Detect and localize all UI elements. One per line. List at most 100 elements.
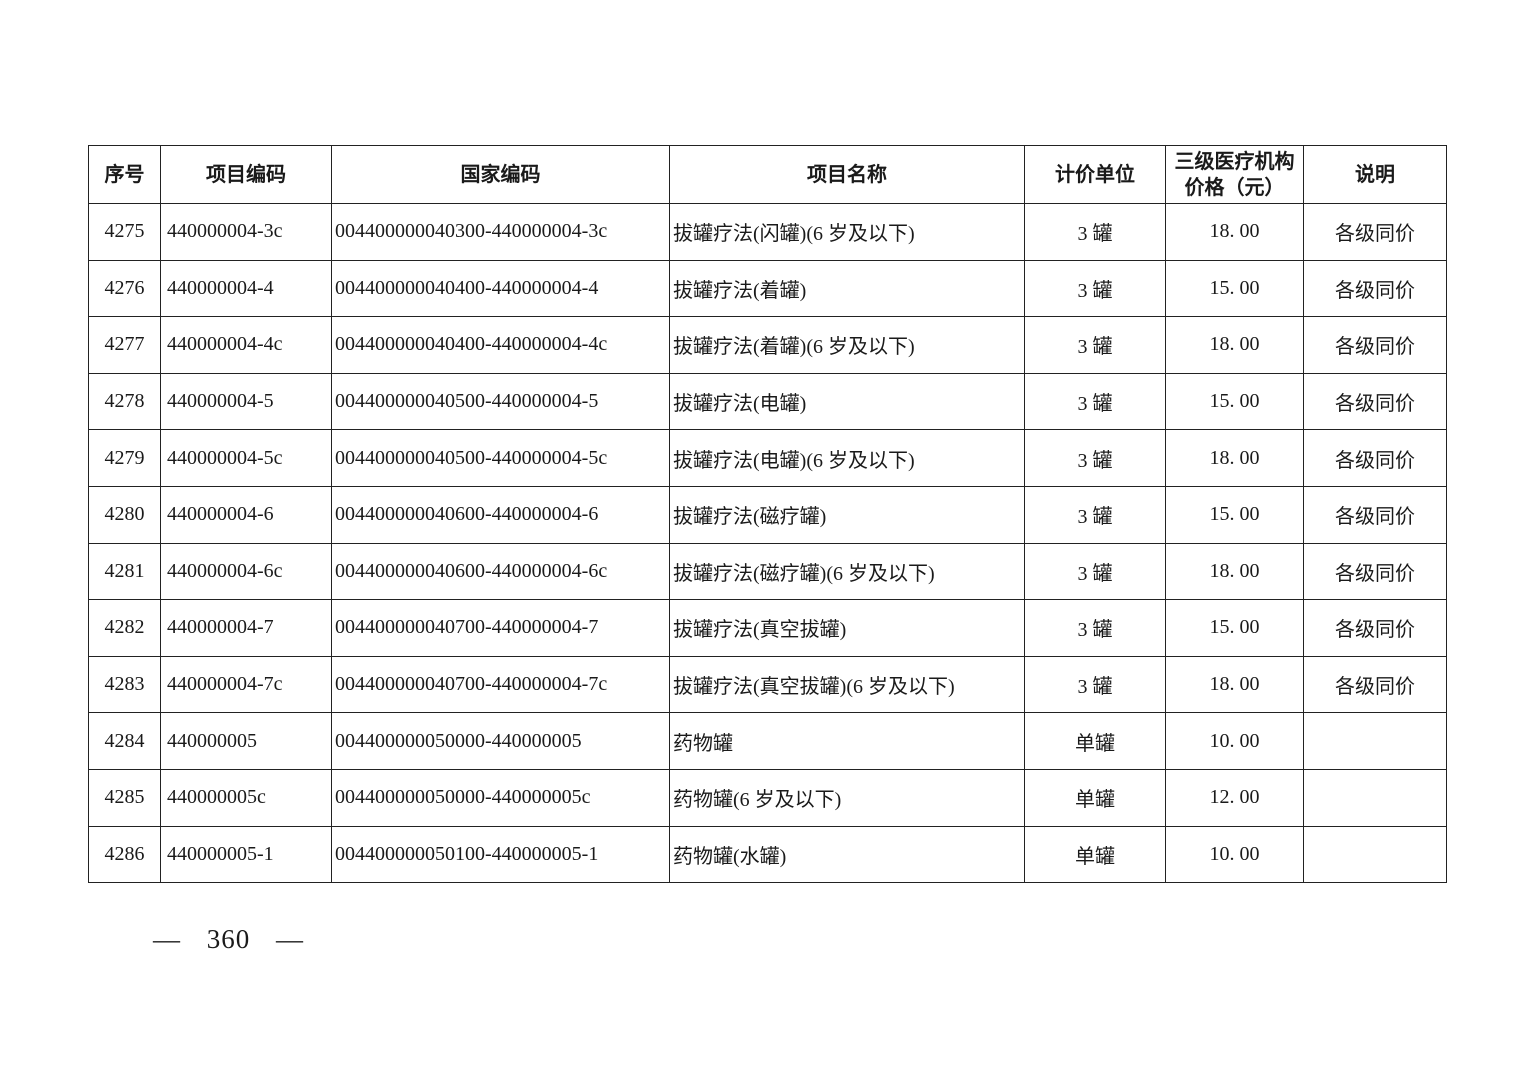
table-row: 4277 440000004-4c 004400000040400-44000000… <box>88 316 1447 374</box>
cell-note: 各级同价 <box>1303 372 1447 431</box>
cell-seq: 4281 <box>88 542 161 601</box>
cell-item-code: 440000005-1 <box>160 825 332 884</box>
cell-price: 18. 00 <box>1165 655 1304 714</box>
cell-seq: 4279 <box>88 429 161 487</box>
cell-national-code: 004400000040600-440000004-6 <box>331 485 670 544</box>
cell-name: 拔罐疗法(磁疗罐)(6 岁及以下) <box>669 542 1025 601</box>
cell-price: 10. 00 <box>1165 825 1304 884</box>
cell-unit: 3 罐 <box>1024 599 1166 657</box>
col-header-unit: 计价单位 <box>1024 145 1166 204</box>
table-row: 4285 440000005c 004400000050000-440000005c… <box>88 768 1447 827</box>
cell-seq: 4285 <box>88 768 161 827</box>
cell-unit: 3 罐 <box>1024 655 1166 714</box>
cell-note: 各级同价 <box>1303 203 1447 261</box>
cell-note: 各级同价 <box>1303 429 1447 487</box>
cell-national-code: 004400000040500-440000004-5c <box>331 429 670 487</box>
cell-seq: 4283 <box>88 655 161 714</box>
cell-note <box>1303 768 1447 827</box>
cell-national-code: 004400000040700-440000004-7 <box>331 599 670 657</box>
cell-price: 15. 00 <box>1165 259 1304 318</box>
cell-item-code: 440000004-3c <box>160 203 332 261</box>
cell-item-code: 440000004-5c <box>160 429 332 487</box>
cell-national-code: 004400000040600-440000004-6c <box>331 542 670 601</box>
cell-name: 药物罐(6 岁及以下) <box>669 768 1025 827</box>
price-list-table: 序号 项目编码 国家编码 项目名称 计价单位 三级医疗机构 价格（元） 说明 4… <box>88 145 1447 884</box>
table-row: 4284 440000005 004400000050000-440000005 药物… <box>88 712 1447 770</box>
table-header-row: 序号 项目编码 国家编码 项目名称 计价单位 三级医疗机构 价格（元） 说明 <box>88 145 1447 204</box>
cell-national-code: 004400000040400-440000004-4c <box>331 316 670 374</box>
cell-price: 18. 00 <box>1165 203 1304 261</box>
cell-note: 各级同价 <box>1303 316 1447 374</box>
cell-unit: 3 罐 <box>1024 259 1166 318</box>
cell-item-code: 440000004-6c <box>160 542 332 601</box>
cell-unit: 单罐 <box>1024 825 1166 884</box>
cell-seq: 4284 <box>88 712 161 770</box>
cell-seq: 4275 <box>88 203 161 261</box>
cell-seq: 4280 <box>88 485 161 544</box>
col-header-note: 说明 <box>1303 145 1447 204</box>
cell-name: 拔罐疗法(磁疗罐) <box>669 485 1025 544</box>
cell-unit: 3 罐 <box>1024 372 1166 431</box>
cell-item-code: 440000005 <box>160 712 332 770</box>
table-row: 4282 440000004-7 004400000040700-440000004… <box>88 599 1447 657</box>
cell-unit: 3 罐 <box>1024 203 1166 261</box>
cell-unit: 3 罐 <box>1024 316 1166 374</box>
cell-seq: 4276 <box>88 259 161 318</box>
cell-national-code: 004400000040300-440000004-3c <box>331 203 670 261</box>
table-row: 4286 440000005-1 004400000050100-440000005… <box>88 825 1447 884</box>
cell-item-code: 440000005c <box>160 768 332 827</box>
table-row: 4275 440000004-3c 004400000040300-44000000… <box>88 203 1447 261</box>
cell-note: 各级同价 <box>1303 655 1447 714</box>
cell-price: 18. 00 <box>1165 316 1304 374</box>
col-header-name: 项目名称 <box>669 145 1025 204</box>
table-row: 4283 440000004-7c 004400000040700-44000000… <box>88 655 1447 714</box>
cell-note: 各级同价 <box>1303 599 1447 657</box>
cell-seq: 4282 <box>88 599 161 657</box>
cell-note: 各级同价 <box>1303 485 1447 544</box>
cell-unit: 单罐 <box>1024 768 1166 827</box>
cell-price: 12. 00 <box>1165 768 1304 827</box>
table-row: 4279 440000004-5c 004400000040500-44000000… <box>88 429 1447 487</box>
cell-note <box>1303 825 1447 884</box>
cell-name: 拔罐疗法(电罐)(6 岁及以下) <box>669 429 1025 487</box>
cell-item-code: 440000004-5 <box>160 372 332 431</box>
cell-item-code: 440000004-4c <box>160 316 332 374</box>
cell-price: 18. 00 <box>1165 429 1304 487</box>
cell-price: 10. 00 <box>1165 712 1304 770</box>
col-header-seq: 序号 <box>88 145 161 204</box>
cell-price: 15. 00 <box>1165 372 1304 431</box>
cell-seq: 4286 <box>88 825 161 884</box>
col-header-national-code: 国家编码 <box>331 145 670 204</box>
cell-seq: 4277 <box>88 316 161 374</box>
cell-national-code: 004400000050000-440000005 <box>331 712 670 770</box>
cell-name: 药物罐 <box>669 712 1025 770</box>
cell-national-code: 004400000050100-440000005-1 <box>331 825 670 884</box>
cell-national-code: 004400000040500-440000004-5 <box>331 372 670 431</box>
cell-price: 18. 00 <box>1165 542 1304 601</box>
cell-name: 药物罐(水罐) <box>669 825 1025 884</box>
cell-national-code: 004400000040700-440000004-7c <box>331 655 670 714</box>
cell-unit: 3 罐 <box>1024 429 1166 487</box>
table-row: 4280 440000004-6 004400000040600-440000004… <box>88 485 1447 544</box>
cell-item-code: 440000004-7c <box>160 655 332 714</box>
cell-national-code: 004400000040400-440000004-4 <box>331 259 670 318</box>
cell-name: 拔罐疗法(电罐) <box>669 372 1025 431</box>
col-header-price: 三级医疗机构 价格（元） <box>1165 145 1304 204</box>
cell-name: 拔罐疗法(着罐) <box>669 259 1025 318</box>
cell-seq: 4278 <box>88 372 161 431</box>
cell-unit: 3 罐 <box>1024 542 1166 601</box>
cell-price: 15. 00 <box>1165 599 1304 657</box>
cell-unit: 3 罐 <box>1024 485 1166 544</box>
cell-name: 拔罐疗法(真空拔罐)(6 岁及以下) <box>669 655 1025 714</box>
page-number: — 360 — <box>153 924 304 954</box>
cell-item-code: 440000004-7 <box>160 599 332 657</box>
cell-name: 拔罐疗法(着罐)(6 岁及以下) <box>669 316 1025 374</box>
cell-item-code: 440000004-6 <box>160 485 332 544</box>
table-row: 4281 440000004-6c 004400000040600-44000000… <box>88 542 1447 601</box>
cell-note: 各级同价 <box>1303 542 1447 601</box>
cell-price: 15. 00 <box>1165 485 1304 544</box>
cell-name: 拔罐疗法(真空拔罐) <box>669 599 1025 657</box>
cell-unit: 单罐 <box>1024 712 1166 770</box>
cell-name: 拔罐疗法(闪罐)(6 岁及以下) <box>669 203 1025 261</box>
